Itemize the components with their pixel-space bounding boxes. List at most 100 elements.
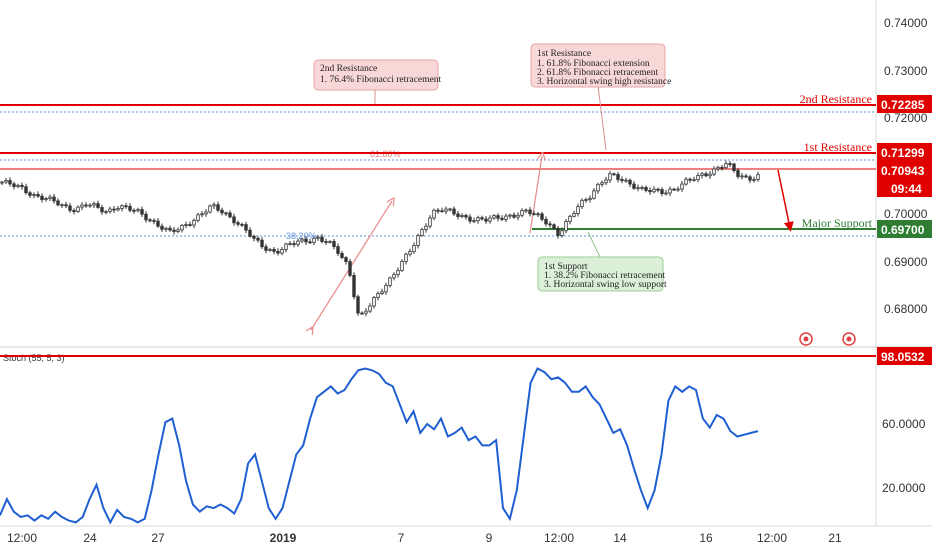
resistance-2-value: 0.72285 [881,98,925,112]
price-axis[interactable]: 0.74000 0.73000 0.72000 0.70000 0.69000 … [884,16,928,316]
candle [176,229,180,232]
candle [256,237,260,241]
x-tick-label: 27 [151,531,165,545]
candle [292,243,296,246]
candle [240,223,244,226]
x-tick-label: 12:00 [757,531,787,545]
candle [564,221,568,232]
dividend-event-icon[interactable] [842,332,856,346]
resistance-2-badge: 0.72285 [877,95,932,113]
candle [276,250,280,254]
candle [412,245,416,252]
candle [464,215,468,218]
stoch-y-tick: 60.0000 [882,417,926,431]
major-support-title: Major Support [802,216,873,230]
candle [164,227,168,230]
stoch-level-value: 98.0532 [881,350,925,364]
candle [152,220,156,222]
candle [144,213,148,221]
resistance-1-title: 1st Resistance [804,140,872,154]
x-tick-label: 9 [486,531,493,545]
candle [624,179,628,182]
candle [260,239,264,248]
candle [552,224,556,229]
candle [288,243,292,246]
candle [376,293,380,298]
resistance-2-title: 2nd Resistance [800,92,872,106]
stoch-title: Stoch (55, 5, 3) [3,353,65,363]
candle [724,163,728,169]
candle [24,186,28,194]
candle [672,188,676,191]
candle [132,209,136,212]
candle [36,194,40,197]
fib-382-label: 38.20% [286,231,317,241]
x-tick-label: 24 [83,531,97,545]
candle [304,238,308,243]
candle [268,248,272,251]
candle [248,229,252,237]
candle [444,208,448,212]
candle [136,209,140,212]
fib-extension-line [529,156,542,234]
x-tick-label: 2019 [270,531,297,545]
candle [656,188,660,191]
candle [572,213,576,217]
countdown-badge: 09:44 [877,179,932,197]
candle [108,208,112,212]
candle [352,275,356,298]
candle [664,192,668,195]
candle [72,209,76,212]
y-tick-label: 0.70000 [884,207,928,221]
annotation-2nd-resistance-line-1: 1. 76.4% Fibonacci retracement [320,75,441,85]
candle [188,224,192,226]
candle [228,212,232,218]
candle [500,217,504,220]
candle [160,225,164,230]
candle [504,215,508,220]
candle [676,188,680,191]
major-support-badge: 0.69700 [877,220,932,238]
candle [632,183,636,189]
candle [652,188,656,193]
candle [688,178,692,181]
x-tick-label: 7 [398,531,405,545]
candle [692,179,696,182]
economic-event-icon[interactable] [799,332,813,346]
candle [148,219,152,222]
candle [180,224,184,231]
candle [16,184,20,188]
candle [476,217,480,222]
candle [280,249,284,254]
candle [584,199,588,201]
candle [720,166,724,169]
x-tick-label: 12:00 [7,531,37,545]
candle [660,189,664,194]
candle [592,190,596,199]
candle [0,181,4,184]
candle [88,204,92,207]
candle [296,240,300,245]
candle [700,173,704,176]
annotation-1st-support-title: 1st Support [544,262,588,272]
stoch-y-tick: 20.0000 [882,481,926,495]
candle [396,270,400,276]
stoch-axis[interactable]: 98.0532 60.0000 20.0000 [877,347,932,495]
candle [544,218,548,225]
candle [404,253,408,262]
candle [284,243,288,250]
candle [168,227,172,231]
candle [548,223,552,226]
candle [596,183,600,192]
current-price-badge: 0.70943 [877,161,932,179]
stoch-line [0,367,759,525]
candle [40,195,44,201]
candle [684,178,688,185]
y-tick-label: 0.68000 [884,302,928,316]
candle [384,285,388,293]
candle [344,257,348,262]
time-axis[interactable]: 12:00 24 27 2019 7 9 12:00 14 16 12:00 2… [7,531,842,545]
candle [124,205,128,208]
candle [336,246,340,254]
